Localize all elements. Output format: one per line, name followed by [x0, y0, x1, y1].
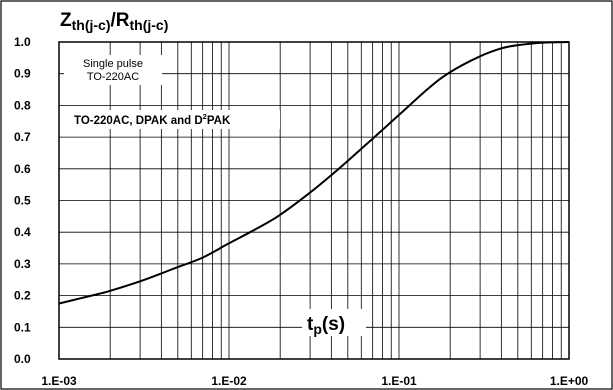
x-tick-label: 1.E+00: [550, 374, 589, 388]
y-tick-label: 0.0: [14, 352, 31, 366]
x-label-background: [302, 309, 366, 336]
note-line-1: Single pulse: [83, 58, 143, 70]
x-label-tail: (s): [322, 314, 345, 335]
y-tick-label: 0.9: [14, 67, 31, 81]
series-label-main: TO-220AC, DPAK and D: [74, 115, 203, 127]
x-axis-label: tp(s): [307, 314, 345, 337]
y-tick-label: 0.2: [14, 289, 31, 303]
x-tick-labels: 1.E-03 1.E-02 1.E-01 1.E+00: [41, 374, 588, 388]
series-label: TO-220AC, DPAK and D2PAK: [74, 112, 231, 127]
x-tick-label: 1.E-03: [41, 374, 77, 388]
x-tick-label: 1.E-02: [211, 374, 247, 388]
title-z: Z: [60, 10, 72, 31]
plot-area: [58, 41, 570, 360]
series-label-tail: PAK: [207, 115, 231, 127]
x-tick-label: 1.E-01: [381, 374, 417, 388]
annotation-backgrounds: [64, 55, 366, 336]
note-line-2: TO-220AC: [87, 71, 139, 83]
title-separator: /R: [111, 10, 130, 31]
y-tick-labels: 0.0 0.1 0.2 0.3 0.4 0.5 0.6 0.7 0.8 0.9 1.0: [14, 35, 31, 366]
y-tick-label: 0.5: [14, 194, 31, 208]
chart-title: Zth(j-c)/Rth(j-c): [60, 10, 168, 33]
y-tick-label: 0.8: [14, 98, 31, 112]
y-tick-label: 0.6: [14, 162, 31, 176]
y-tick-label: 0.1: [14, 320, 31, 334]
note-background: [64, 55, 162, 85]
y-tick-label: 1.0: [14, 35, 31, 49]
x-label-sub: p: [313, 321, 322, 337]
y-tick-label: 0.3: [14, 257, 31, 271]
y-tick-label: 0.4: [14, 225, 31, 239]
title-z-sub: th(j-c): [72, 17, 111, 33]
title-r-sub: th(j-c): [130, 17, 169, 33]
series-label-background: [70, 110, 280, 129]
zth-curve: [58, 41, 570, 305]
x-label-main: t: [307, 314, 314, 335]
series-label-sup: 2: [203, 112, 207, 121]
y-tick-label: 0.7: [14, 130, 31, 144]
